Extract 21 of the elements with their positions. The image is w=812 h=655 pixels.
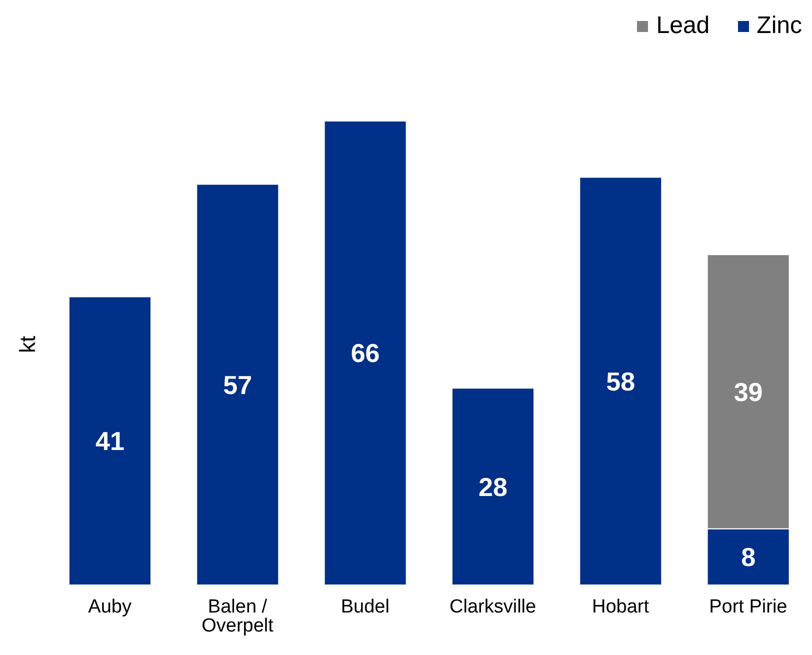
data-label: 58 <box>606 366 636 396</box>
x-tick-label: Hobart <box>592 596 650 618</box>
data-label: 66 <box>350 338 380 368</box>
bar <box>196 184 280 586</box>
data-label: 57 <box>223 370 252 400</box>
bar <box>579 176 662 586</box>
bar <box>324 120 407 586</box>
data-label: 8 <box>741 542 756 572</box>
legend-label: Zinc <box>756 12 802 40</box>
x-tick-label: Balen / Overpelt <box>202 596 274 636</box>
x-tick-label: Auby <box>88 596 132 618</box>
data-label: 39 <box>734 376 763 407</box>
data-label: 28 <box>478 472 508 502</box>
bar <box>68 296 152 586</box>
data-label: 41 <box>96 426 124 456</box>
legend-label: Lead <box>656 12 710 40</box>
y-axis-title: kt <box>14 336 40 353</box>
x-tick-label: Clarksville <box>450 596 536 618</box>
bar <box>451 388 534 586</box>
x-tick-label: Port Pirie <box>709 596 788 618</box>
x-tick-label: Budel <box>340 596 390 618</box>
